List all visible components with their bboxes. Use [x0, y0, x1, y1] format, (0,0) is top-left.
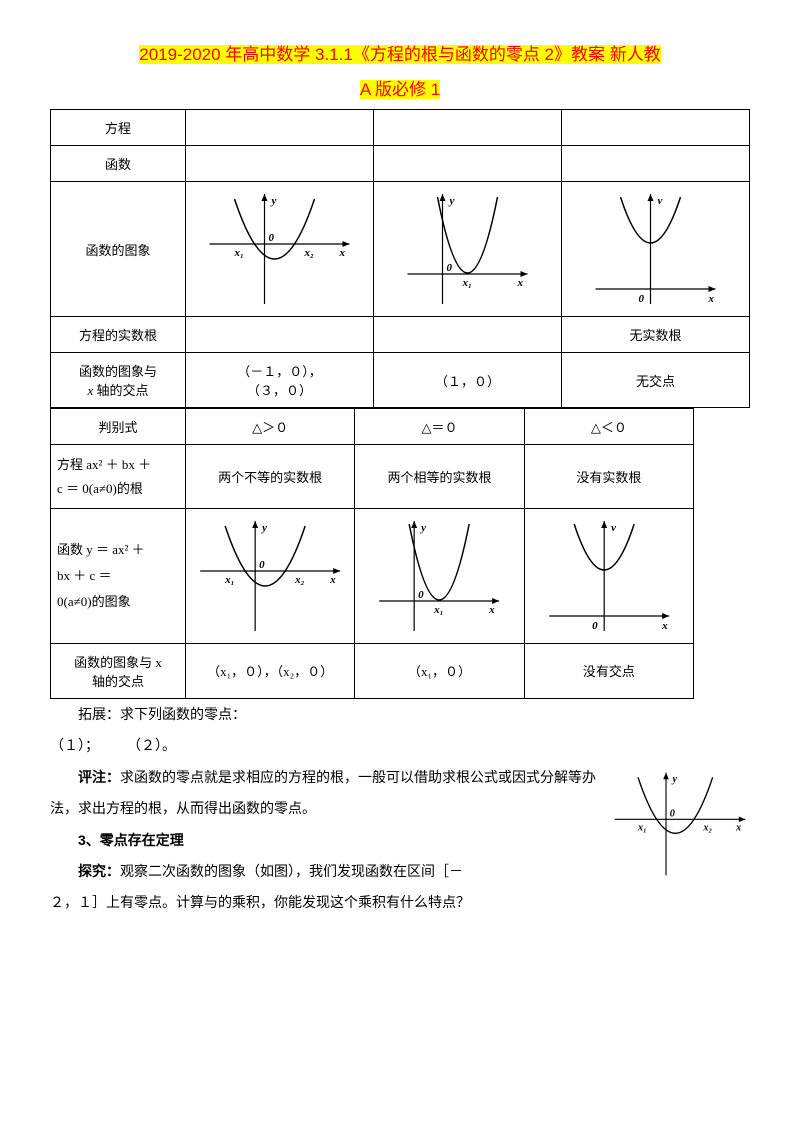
graph-two-roots: 0 x₁ x₂ x y — [186, 182, 374, 317]
row-label: 函数的图象与 x x 轴的交点轴的交点 — [51, 353, 186, 408]
inline-graph: 0 x₁ x₂ x y — [610, 764, 750, 884]
cell: （x₁，０） — [355, 643, 524, 698]
cell: △＞０ — [186, 409, 355, 445]
row-label: 方程 — [51, 110, 186, 146]
svg-text:y: y — [419, 522, 426, 534]
body-p2: （１）； （２）。 — [50, 734, 750, 761]
cell: （－１，０）， （３，０） — [186, 353, 374, 408]
cell — [374, 317, 562, 353]
cell — [186, 317, 374, 353]
body-text: 观察二次函数的图象（如图），我们发现函数在区间［－ — [120, 865, 463, 880]
label-text: bx ＋ c ＝ — [57, 568, 112, 583]
label-text: 0(a≠0)的图象 — [57, 594, 131, 609]
label-text: 方程 ax² ＋ bx ＋ — [57, 457, 151, 472]
svg-text:x₁: x₁ — [234, 247, 244, 259]
cell: 没有实数根 — [524, 445, 693, 509]
svg-text:y: y — [448, 195, 455, 207]
cell — [562, 146, 750, 182]
svg-text:x₁: x₁ — [433, 604, 443, 616]
svg-text:y: y — [260, 522, 267, 534]
label-text: 函数的图象与 x — [74, 655, 162, 670]
svg-text:x: x — [329, 574, 336, 586]
graph-no-root: 0 x v — [524, 508, 693, 643]
table-row: 函数 — [51, 146, 750, 182]
cell-text: （３，０） — [247, 383, 312, 398]
cell: △＜０ — [524, 409, 693, 445]
cell: △＝０ — [355, 409, 524, 445]
cell — [374, 110, 562, 146]
cell: 无交点 — [562, 353, 750, 408]
svg-text:x: x — [488, 604, 495, 616]
table-row: 方程 — [51, 110, 750, 146]
table-row: 判别式 △＞０ △＝０ △＜０ — [51, 409, 694, 445]
cell — [374, 146, 562, 182]
svg-text:y: y — [270, 195, 277, 207]
cell: （１，０） — [374, 353, 562, 408]
row-label: 函数 — [51, 146, 186, 182]
table-2: 判别式 △＞０ △＝０ △＜０ 方程 ax² ＋ bx ＋ c ＝ 0(a≠0)… — [50, 408, 694, 699]
svg-text:v: v — [611, 522, 616, 534]
table-row: 方程的实数根 无实数根 — [51, 317, 750, 353]
title-text-1: 2019-2020 年高中数学 3.1.1《方程的根与函数的零点 2》教案 新人… — [139, 45, 660, 64]
cell: 两个不等的实数根 — [186, 445, 355, 509]
cell: （x₁，０），（x₂，０） — [186, 643, 355, 698]
svg-text:x₁: x₁ — [637, 823, 647, 834]
svg-text:y: y — [671, 774, 678, 785]
svg-text:0: 0 — [418, 589, 424, 601]
graph-two-roots: 0 x₁ x₂ x y — [186, 508, 355, 643]
row-label: 函数的图象与 x 轴的交点 — [51, 643, 186, 698]
row-label: 方程的实数根 — [51, 317, 186, 353]
label-text: c ＝ 0(a≠0)的根 — [57, 481, 143, 496]
body-text: 求函数的零点就是求相应的方程的根，一般可以借助求根公式或因式分解等办 — [120, 771, 596, 786]
row-label: 判别式 — [51, 409, 186, 445]
label-bold: 评注： — [78, 769, 120, 785]
table-row: 函数的图象 0 x₁ x₂ x y 0 — [51, 182, 750, 317]
table-row: 方程 ax² ＋ bx ＋ c ＝ 0(a≠0)的根 两个不等的实数根 两个相等… — [51, 445, 694, 509]
svg-text:x: x — [708, 293, 715, 305]
table-row: 函数的图象与 x 轴的交点 （x₁，０），（x₂，０） （x₁，０） 没有交点 — [51, 643, 694, 698]
row-label: 函数 y ＝ ax² ＋ bx ＋ c ＝ 0(a≠0)的图象 — [51, 508, 186, 643]
svg-text:x₁: x₁ — [224, 574, 234, 586]
svg-text:x₂: x₂ — [702, 823, 712, 834]
graph-one-root: 0 x₁ x y — [374, 182, 562, 317]
cell — [186, 110, 374, 146]
svg-text:0: 0 — [639, 293, 645, 305]
svg-text:0: 0 — [447, 262, 453, 274]
label-bold: 探究： — [78, 863, 120, 879]
cell — [186, 146, 374, 182]
row-label: 方程 ax² ＋ bx ＋ c ＝ 0(a≠0)的根 — [51, 445, 186, 509]
table-row: 函数的图象与 x x 轴的交点轴的交点 （－１，０）， （３，０） （１，０） … — [51, 353, 750, 408]
cell: 没有交点 — [524, 643, 693, 698]
body-p6: ２，１］上有零点。计算与的乘积，你能发现这个乘积有什么特点？ — [50, 891, 750, 918]
row-label: 函数的图象 — [51, 182, 186, 317]
table-1: 方程 函数 函数的图象 0 x₁ x₂ x y — [50, 109, 750, 408]
doc-title-line2: A 版必修 1 — [50, 75, 750, 106]
title-text-2: A 版必修 1 — [360, 80, 440, 99]
cell-text: （－１，０）， — [237, 364, 322, 379]
doc-title-line1: 2019-2020 年高中数学 3.1.1《方程的根与函数的零点 2》教案 新人… — [50, 40, 750, 71]
table-row: 函数 y ＝ ax² ＋ bx ＋ c ＝ 0(a≠0)的图象 0 x₁ x₂ … — [51, 508, 694, 643]
label-text: 函数的图象与 — [79, 364, 157, 379]
svg-text:x: x — [735, 823, 741, 834]
svg-text:x: x — [517, 277, 524, 289]
svg-text:0: 0 — [670, 809, 675, 820]
svg-text:x₂: x₂ — [304, 247, 315, 259]
graph-one-root: 0 x₁ x y — [355, 508, 524, 643]
svg-text:x: x — [339, 247, 346, 259]
svg-text:0: 0 — [269, 232, 275, 244]
label-text: x — [87, 383, 93, 398]
svg-text:x: x — [661, 620, 668, 632]
label-text: 轴的交点 — [92, 674, 144, 689]
graph-no-root: 0 x v — [562, 182, 750, 317]
svg-text:x₂: x₂ — [294, 574, 305, 586]
cell: 无实数根 — [562, 317, 750, 353]
svg-text:v: v — [658, 195, 663, 207]
cell — [562, 110, 750, 146]
body-p1: 拓展：求下列函数的零点： — [50, 703, 750, 730]
svg-text:0: 0 — [592, 620, 598, 632]
svg-text:0: 0 — [259, 559, 265, 571]
svg-text:x₁: x₁ — [462, 277, 472, 289]
cell: 两个相等的实数根 — [355, 445, 524, 509]
label-text: 函数 y ＝ ax² ＋ — [57, 542, 145, 557]
